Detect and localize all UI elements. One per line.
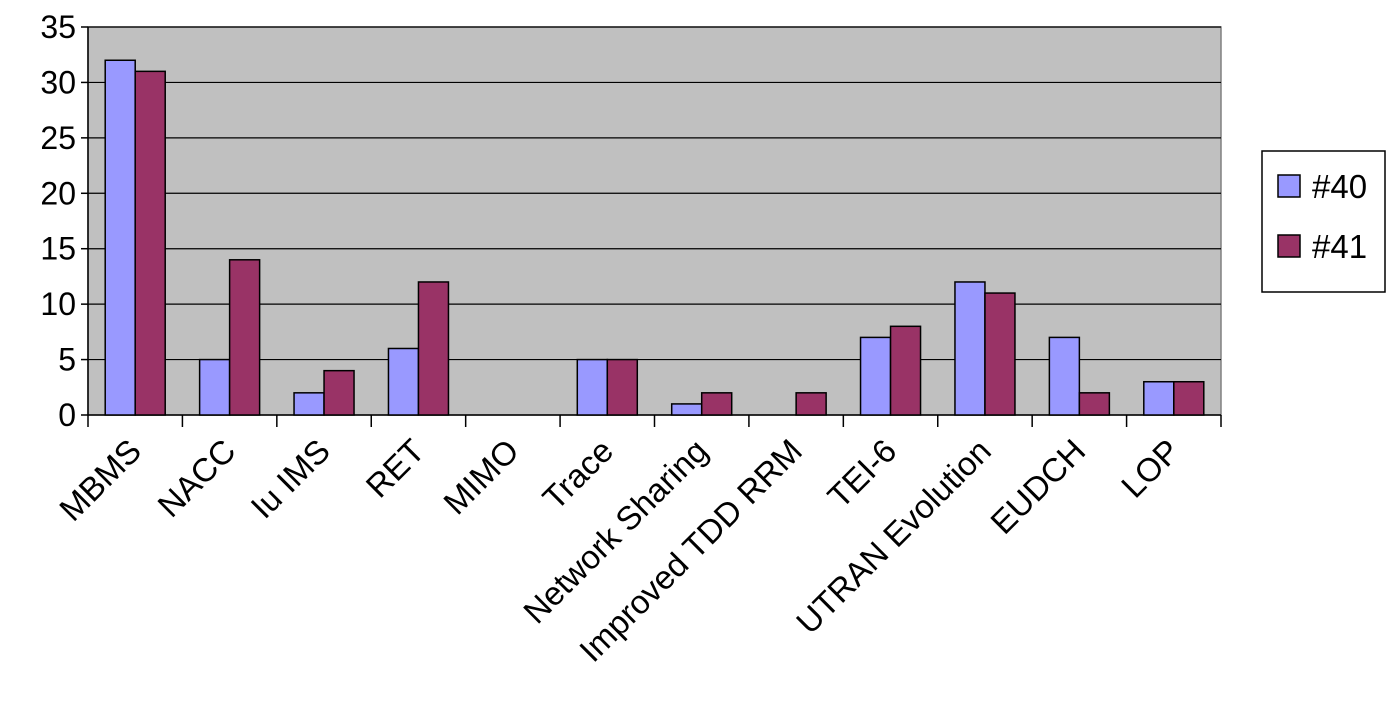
- y-tick-label: 30: [40, 64, 76, 100]
- legend-swatch: [1277, 174, 1301, 198]
- plot-background: [87, 26, 1222, 416]
- y-tick-label: 15: [40, 231, 76, 267]
- bar-series-41-eudch: [1078, 392, 1111, 416]
- x-category-label: MBMS: [52, 432, 148, 528]
- y-tick-label: 5: [58, 342, 76, 378]
- legend-label: #41: [1312, 228, 1367, 265]
- bar-series-41-mbms: [134, 70, 166, 416]
- bar-series-41-improved-tdd-rrm: [795, 392, 827, 416]
- bar-series-41-iu-ims: [323, 369, 355, 416]
- legend: #40 #41: [1261, 150, 1386, 293]
- bar-series-41-ret: [417, 281, 450, 416]
- bar-series-40-iu-ims: [293, 392, 325, 416]
- x-category-label: RET: [359, 432, 432, 505]
- bar-series-40-eudch: [1048, 336, 1081, 416]
- x-category-label: EUDCH: [983, 432, 1092, 541]
- bar-series-40-network-sharing: [670, 403, 703, 416]
- x-category-label: NACC: [150, 432, 242, 524]
- bar-series-40-lop: [1143, 380, 1175, 416]
- bar-series-40-tei-6: [859, 336, 892, 416]
- bar-series-40-nacc: [198, 358, 231, 416]
- y-tick-label: 25: [40, 120, 76, 156]
- bar-series-41-trace: [606, 358, 639, 416]
- bar-series-40-trace: [576, 358, 609, 416]
- plot-area: 0 5 10 15 20 25 30 35 MBMS NACC Iu IMS RET MIMO Trace…: [40, 9, 1222, 669]
- y-tick-label: 20: [40, 175, 76, 211]
- x-category-label: Trace: [535, 432, 620, 517]
- x-category-label: MIMO: [436, 432, 526, 522]
- bar-series-40-mbms: [104, 59, 136, 416]
- x-category-label: TEI-6: [820, 432, 903, 515]
- y-tick-label: 35: [40, 9, 76, 45]
- bar-series-40-utran-evolution: [954, 281, 986, 416]
- y-tick-label: 0: [58, 397, 76, 433]
- x-category-label: LOP: [1114, 432, 1187, 505]
- legend-label: #40: [1312, 168, 1367, 205]
- bar-series-41-nacc: [228, 259, 261, 416]
- bar-series-41-tei-6: [889, 325, 922, 416]
- bar-series-41-lop: [1173, 380, 1205, 416]
- bar-series-40-ret: [387, 347, 420, 416]
- legend-swatch: [1277, 234, 1301, 258]
- bar-series-41-network-sharing: [700, 392, 733, 416]
- x-category-label: Iu IMS: [243, 432, 337, 526]
- y-tick-label: 10: [40, 286, 76, 322]
- bar-series-41-utran-evolution: [984, 292, 1016, 416]
